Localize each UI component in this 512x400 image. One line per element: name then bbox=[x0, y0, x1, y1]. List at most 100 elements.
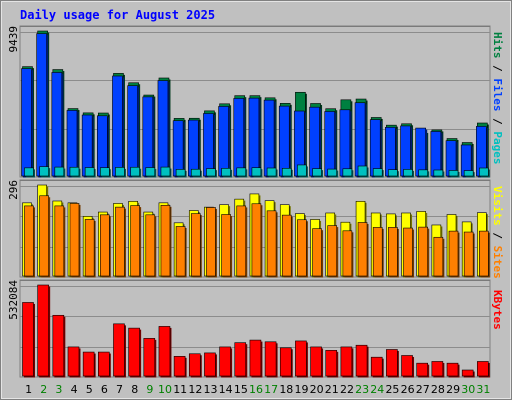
bar-face bbox=[372, 168, 383, 177]
bar-kbytes-day-6 bbox=[98, 351, 111, 378]
bar-kbytes-day-16 bbox=[249, 339, 263, 378]
bar-files-day-18 bbox=[278, 105, 291, 178]
x-tick-label-day-30: 30 bbox=[461, 383, 475, 396]
bar-face bbox=[479, 230, 489, 277]
bar-kbytes-day-7 bbox=[113, 323, 126, 378]
bar-sites-day-8 bbox=[130, 205, 142, 278]
panel-middle: 296 Visits / Sites bbox=[7, 179, 504, 279]
bar-pages-day-30 bbox=[463, 170, 475, 178]
bar-kbytes-day-9 bbox=[143, 338, 157, 378]
bar-face bbox=[340, 346, 353, 377]
bar-face bbox=[386, 349, 398, 377]
x-tick-label-day-2: 2 bbox=[40, 383, 47, 396]
bar-face bbox=[370, 356, 383, 377]
bar-face bbox=[203, 113, 214, 177]
bar-face bbox=[446, 362, 459, 377]
bar-face bbox=[81, 114, 93, 177]
bar-kbytes-day-28 bbox=[431, 361, 445, 378]
bar-face bbox=[130, 205, 140, 277]
bar-face bbox=[430, 131, 442, 177]
bar-face bbox=[39, 166, 49, 177]
panel-bottom-max-label: 532084 bbox=[7, 280, 20, 320]
x-tick-label-day-14: 14 bbox=[219, 383, 233, 396]
bar-files-day-1 bbox=[21, 68, 33, 178]
x-tick-label-day-29: 29 bbox=[446, 383, 460, 396]
bar-face bbox=[248, 97, 260, 177]
bar-face bbox=[281, 214, 292, 277]
bar-pages-day-10 bbox=[160, 166, 172, 178]
bar-face bbox=[416, 362, 428, 377]
bar-pages-day-11 bbox=[175, 169, 187, 178]
bar-face bbox=[219, 346, 231, 377]
bar-face bbox=[24, 167, 34, 177]
bar-face bbox=[130, 166, 140, 177]
bar-sites-day-30 bbox=[463, 231, 475, 278]
bar-kbytes-day-13 bbox=[204, 352, 217, 378]
bar-face bbox=[160, 204, 171, 277]
bar-face bbox=[264, 341, 277, 377]
bar-kbytes-day-19 bbox=[295, 340, 308, 378]
panel-bottom-legend: KBytes bbox=[491, 290, 504, 330]
x-tick-label-day-11: 11 bbox=[173, 383, 187, 396]
bar-face bbox=[249, 339, 262, 377]
bar-face bbox=[266, 210, 277, 277]
bar-files-day-20 bbox=[309, 106, 322, 178]
x-tick-label-day-4: 4 bbox=[71, 383, 78, 396]
bar-pages-day-29 bbox=[448, 170, 460, 178]
bar-sites-day-20 bbox=[312, 228, 324, 278]
x-tick-label-day-13: 13 bbox=[204, 383, 218, 396]
legend-item-sites: Sites bbox=[491, 246, 504, 279]
bar-face bbox=[297, 164, 307, 177]
bar-files-day-2 bbox=[36, 33, 49, 178]
bar-face bbox=[403, 169, 413, 177]
bar-pages-day-8 bbox=[130, 166, 142, 178]
bar-sites-day-10 bbox=[160, 204, 172, 278]
bar-face bbox=[22, 302, 34, 377]
bar-face bbox=[115, 206, 125, 277]
bar-face bbox=[24, 205, 34, 277]
bar-face bbox=[251, 167, 262, 177]
bar-face bbox=[175, 169, 186, 177]
bar-pages-day-21 bbox=[327, 168, 339, 178]
x-tick-label-day-3: 3 bbox=[55, 383, 62, 396]
bar-face bbox=[145, 214, 156, 277]
bar-face bbox=[385, 127, 396, 177]
bar-kbytes-day-2 bbox=[37, 284, 51, 378]
bar-kbytes-day-27 bbox=[416, 362, 430, 378]
bar-kbytes-day-8 bbox=[128, 327, 142, 378]
bar-face bbox=[372, 227, 383, 277]
x-tick-label-day-9: 9 bbox=[146, 383, 153, 396]
bar-kbytes-day-14 bbox=[219, 346, 233, 378]
bar-face bbox=[403, 227, 413, 277]
bar-kbytes-day-15 bbox=[234, 342, 248, 378]
bar-kbytes-day-4 bbox=[67, 346, 81, 378]
bar-face bbox=[463, 231, 474, 277]
bar-sites-day-18 bbox=[281, 214, 293, 278]
bar-files-day-3 bbox=[51, 72, 64, 178]
bar-face bbox=[357, 165, 368, 177]
bar-face bbox=[369, 119, 381, 177]
panel-top: 9439 Hits / Files / Pages bbox=[7, 25, 504, 178]
bar-face bbox=[97, 115, 108, 177]
bar-face bbox=[127, 85, 138, 177]
bar-sites-day-7 bbox=[115, 206, 126, 278]
bar-face bbox=[433, 236, 444, 277]
bar-pages-day-31 bbox=[479, 167, 490, 178]
bar-files-day-11 bbox=[172, 120, 185, 178]
x-tick-label-day-7: 7 bbox=[116, 383, 123, 396]
legend-item-files: Files bbox=[491, 78, 504, 111]
x-tick-label-day-5: 5 bbox=[86, 383, 93, 396]
bar-pages-day-27 bbox=[418, 169, 430, 178]
bar-pages-day-2 bbox=[39, 166, 51, 178]
x-tick-label-day-1: 1 bbox=[25, 383, 32, 396]
bar-face bbox=[327, 168, 338, 177]
bar-kbytes-day-22 bbox=[340, 346, 354, 378]
bar-kbytes-day-17 bbox=[264, 341, 278, 378]
bar-pages-day-24 bbox=[372, 168, 384, 178]
bar-sites-day-12 bbox=[190, 213, 202, 278]
bar-pages-day-7 bbox=[115, 167, 126, 178]
bar-kbytes-day-20 bbox=[310, 346, 324, 378]
legend-item-visits: Visits bbox=[491, 186, 504, 226]
